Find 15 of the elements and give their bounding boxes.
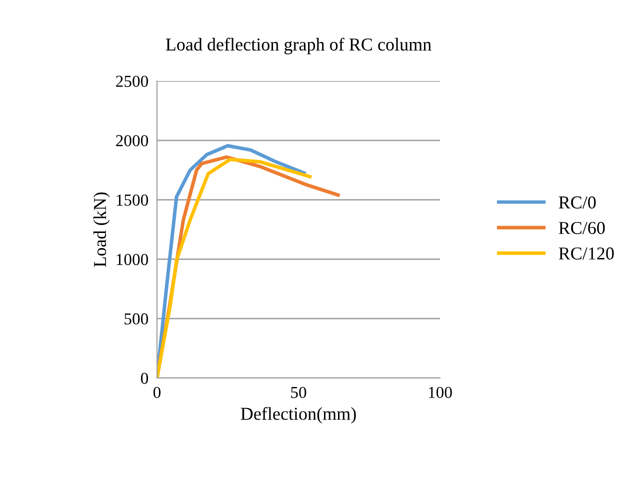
chart-title: Load deflection graph of RC column [166, 38, 432, 54]
y-tick-label: 2500 [116, 76, 148, 87]
y-tick-label: 1000 [116, 254, 148, 266]
y-tick-label: 2000 [116, 135, 148, 146]
x-tick-label: 100 [428, 386, 452, 398]
y-tick-label: 500 [124, 313, 148, 325]
legend-label: RC/60 [558, 222, 605, 234]
y-axis-title: Load (kN) [93, 192, 110, 267]
x-axis-title: Deflection(mm) [240, 407, 356, 424]
x-tick-label: 50 [291, 386, 306, 398]
y-tick-label: 1500 [116, 194, 148, 206]
legend-label: RC/0 [558, 196, 596, 209]
legend-label: RC/120 [558, 247, 614, 260]
x-tick-label: 0 [153, 386, 161, 398]
y-tick-label: 0 [140, 372, 148, 384]
